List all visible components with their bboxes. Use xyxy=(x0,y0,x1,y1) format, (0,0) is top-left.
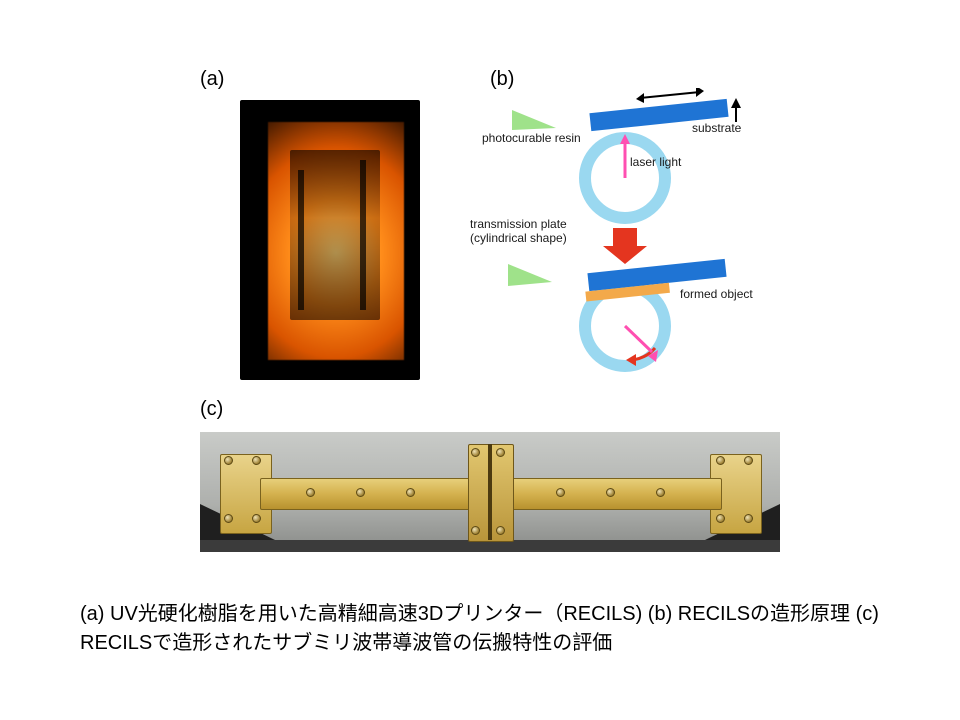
annot-formed-object: formed object xyxy=(680,288,753,301)
annot-transmission-plate-1: transmission plate xyxy=(470,218,567,231)
bolt xyxy=(556,488,565,497)
bolt xyxy=(471,526,480,535)
bolt xyxy=(356,488,365,497)
panel-label-c: (c) xyxy=(200,398,223,421)
printer-rail xyxy=(360,160,366,310)
bolt xyxy=(496,448,505,457)
bolt xyxy=(716,514,725,523)
bolt xyxy=(471,448,480,457)
bolt xyxy=(716,456,725,465)
bolt xyxy=(656,488,665,497)
resin-nozzle-bottom xyxy=(508,264,552,286)
annot-photocurable-resin: photocurable resin xyxy=(482,132,581,145)
up-arrow-icon xyxy=(731,98,741,108)
bolt xyxy=(606,488,615,497)
bolt xyxy=(252,514,261,523)
panel-c-waveguide-photo xyxy=(200,432,780,552)
bolt xyxy=(224,514,233,523)
annot-laser-light: laser light xyxy=(630,156,681,169)
panel-label-a: (a) xyxy=(200,68,224,91)
printer-rail xyxy=(298,170,304,310)
panel-a-printer-photo xyxy=(240,100,420,380)
bolt xyxy=(252,456,261,465)
resin-nozzle-top xyxy=(512,110,556,130)
bolt xyxy=(496,526,505,535)
bolt xyxy=(406,488,415,497)
bolt xyxy=(224,456,233,465)
bolt xyxy=(744,456,753,465)
center-joint-gap xyxy=(488,444,492,540)
annot-substrate: substrate xyxy=(692,122,741,135)
bolt xyxy=(744,514,753,523)
figure-caption: (a) UV光硬化樹脂を用いた高精細高速3Dプリンター（RECILS) (b) … xyxy=(80,600,880,658)
transition-arrow xyxy=(603,228,647,264)
substrate-motion-arrow xyxy=(640,92,700,98)
bolt xyxy=(306,488,315,497)
figure-canvas: (a) (b) (c) xyxy=(0,0,960,720)
annot-transmission-plate-2: (cylindrical shape) xyxy=(470,232,567,245)
panel-b-schematic: photocurable resin substrate laser light… xyxy=(470,88,770,388)
